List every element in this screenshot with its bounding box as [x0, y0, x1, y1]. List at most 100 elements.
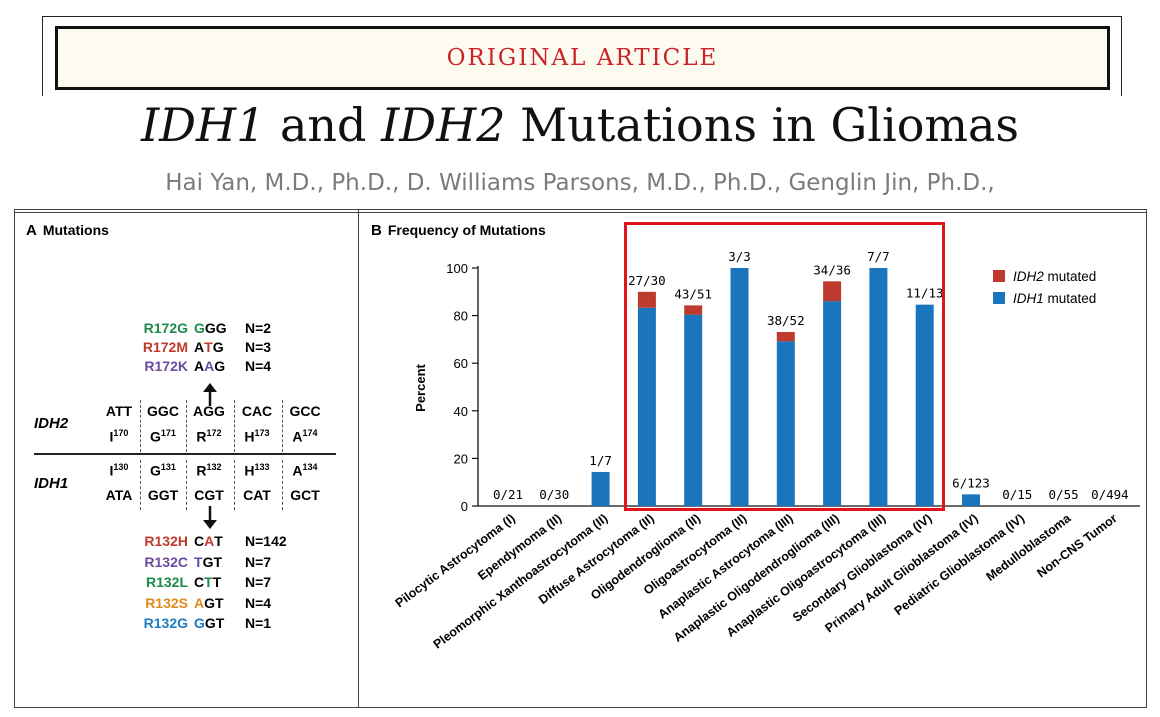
figure-top-rule: [14, 212, 1147, 213]
codon: GCT: [290, 487, 320, 503]
y-tick-label: 0: [461, 499, 468, 514]
bar-data-label: 6/123: [952, 475, 990, 490]
gene-label-idh2: IDH2: [34, 415, 69, 432]
residue: A174: [292, 428, 318, 445]
legend-label: IDH2 mutated: [1013, 269, 1096, 284]
y-tick-label: 80: [454, 309, 468, 324]
residue: H173: [244, 428, 270, 445]
bar-data-label: 0/15: [1002, 487, 1032, 502]
codon: CGT: [194, 487, 224, 503]
category-label: Anaplastic Oligodendroglioma (III): [671, 511, 842, 645]
bar-idh2: [823, 281, 842, 302]
bar-data-label: 27/30: [628, 273, 666, 288]
mutation-name: R132G: [143, 615, 188, 631]
category-label: Medulloblastoma: [983, 511, 1074, 584]
figure-frame: [14, 209, 1147, 708]
y-tick-label: 40: [454, 404, 468, 419]
idh1-mutation-row: R132C TGT N=7: [128, 554, 328, 572]
bar-data-label: 0/55: [1049, 487, 1079, 502]
residue: G171: [150, 428, 176, 445]
panel-divider: [358, 209, 359, 708]
bar-idh1: [776, 341, 795, 506]
bar-idh1: [637, 307, 656, 506]
mutation-name: R172M: [142, 339, 188, 355]
panel-b-title: Frequency of Mutations: [387, 222, 546, 238]
codon: GCC: [289, 403, 321, 419]
idh1-mutation-row: R132H CAT N=142: [128, 533, 328, 551]
bar-idh1: [915, 304, 934, 506]
bar-idh1: [591, 471, 610, 506]
bar-idh1: [823, 301, 842, 506]
codon: CAT: [243, 487, 271, 503]
author-list: Hai Yan, M.D., Ph.D., D. Williams Parson…: [165, 170, 995, 196]
category-label: Non-CNS Tumor: [1034, 511, 1119, 580]
idh2-mutation-row: R172G GGG N=2: [128, 320, 328, 338]
residue: R172: [196, 428, 222, 445]
idh2-mutation-row: R172M ATG N=3: [128, 339, 328, 357]
title-gene-idh2: IDH2: [381, 98, 506, 152]
residue: R132: [196, 462, 222, 479]
codon-separator: [234, 460, 235, 510]
mutation-count: N=7: [245, 574, 272, 590]
bar-data-label: 0/30: [539, 487, 569, 502]
mutation-count: N=1: [245, 615, 272, 631]
residue: G131: [150, 462, 176, 479]
panel-b-letter: B: [371, 222, 382, 239]
y-tick-label: 20: [454, 451, 468, 466]
title-and: and: [265, 98, 382, 152]
mutation-count: N=4: [245, 594, 272, 611]
bar-data-label: 0/494: [1091, 487, 1129, 502]
mutant-codon: GGG: [194, 320, 227, 336]
codon-separator: [234, 400, 235, 452]
down-arrow-icon: [203, 506, 217, 529]
mutation-count: N=142: [245, 533, 287, 549]
residue: A134: [292, 462, 318, 479]
residue: H133: [244, 462, 270, 479]
codon-separator: [186, 400, 187, 452]
codon: AGG: [193, 403, 225, 419]
mutation-name: R132S: [145, 594, 188, 611]
highlight-box: [624, 222, 945, 511]
mutant-codon: AGT: [194, 594, 224, 611]
idh1-mutation-row: R132G GGT N=1: [128, 615, 328, 633]
up-arrow-icon: [203, 383, 217, 406]
bar-idh1: [684, 314, 703, 506]
panel-b-heading: B Frequency of Mutations: [371, 222, 546, 239]
codon-separator: [282, 400, 283, 452]
idh2-mutation-row: R172K AAG N=4: [128, 358, 328, 376]
legend-label: IDH1 mutated: [1013, 291, 1096, 306]
title-rest: Mutations in Gliomas: [505, 98, 1020, 152]
gene-separator: [34, 453, 336, 455]
mutation-name: R132H: [144, 533, 188, 549]
legend-swatch: [993, 292, 1005, 304]
bar-data-label: 38/52: [767, 313, 805, 328]
bar-idh1: [962, 494, 980, 506]
residue: I170: [109, 428, 129, 445]
mutation-count: N=3: [245, 339, 272, 355]
codon-separator: [282, 460, 283, 510]
legend-swatch: [993, 270, 1005, 282]
bar-idh1: [869, 268, 888, 506]
mutation-count: N=7: [245, 553, 272, 570]
mutation-name: R132L: [145, 574, 188, 590]
bar-data-label: 7/7: [867, 249, 890, 264]
article-type-label: ORIGINAL ARTICLE: [446, 45, 719, 71]
panel-a-title: Mutations: [42, 222, 109, 238]
bar-idh2: [684, 305, 703, 315]
mutant-codon: CTT: [194, 574, 222, 590]
idh1-mutation-row: R132S AGT N=4: [128, 595, 328, 613]
mutant-codon: GGT: [194, 615, 225, 631]
bar-data-label: 3/3: [728, 249, 751, 264]
panel-a-letter: A: [26, 222, 37, 239]
mutation-name: R172K: [144, 358, 188, 374]
mutation-count: N=2: [245, 320, 272, 336]
mutation-name: R132C: [144, 553, 188, 570]
y-axis-label: Percent: [413, 363, 428, 411]
residue: I130: [109, 462, 129, 479]
idh1-mutation-row: R132L CTT N=7: [128, 574, 328, 592]
mutant-codon: CAT: [194, 533, 223, 549]
gene-label-idh1: IDH1: [34, 475, 69, 492]
bar-data-label: 43/51: [674, 286, 712, 301]
bar-data-label: 34/36: [813, 262, 851, 277]
